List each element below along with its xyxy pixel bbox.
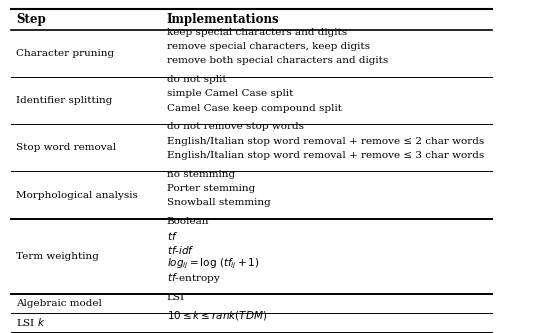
- Text: remove both special characters and digits: remove both special characters and digit…: [166, 56, 388, 65]
- Text: Camel Case keep compound split: Camel Case keep compound split: [166, 104, 341, 113]
- Text: $\mathit{tf}$: $\mathit{tf}$: [166, 229, 178, 241]
- Text: do not split: do not split: [166, 75, 226, 84]
- Text: remove special characters, keep digits: remove special characters, keep digits: [166, 42, 369, 51]
- Text: $log_{ij} = \log\,(tf_{ij}+1)$: $log_{ij} = \log\,(tf_{ij}+1)$: [166, 257, 259, 271]
- Text: LSI: LSI: [166, 293, 185, 302]
- Text: $\mathit{tf}$-entropy: $\mathit{tf}$-entropy: [166, 271, 220, 285]
- Text: no stemming: no stemming: [166, 169, 235, 178]
- Text: Stop word removal: Stop word removal: [16, 143, 117, 152]
- Text: English/Italian stop word removal + remove ≤ 3 char words: English/Italian stop word removal + remo…: [166, 151, 484, 160]
- Text: do not remove stop words: do not remove stop words: [166, 122, 303, 131]
- Text: simple Camel Case split: simple Camel Case split: [166, 89, 293, 98]
- Text: Snowball stemming: Snowball stemming: [166, 198, 270, 207]
- Text: English/Italian stop word removal + remove ≤ 2 char words: English/Italian stop word removal + remo…: [166, 137, 484, 146]
- Text: Identifier splitting: Identifier splitting: [16, 96, 113, 105]
- Text: Boolean: Boolean: [166, 217, 209, 226]
- Text: LSI $k$: LSI $k$: [16, 316, 46, 328]
- Text: Implementations: Implementations: [166, 13, 279, 26]
- Text: Term weighting: Term weighting: [16, 252, 99, 261]
- Text: Step: Step: [16, 13, 46, 26]
- Text: Algebraic model: Algebraic model: [16, 299, 102, 308]
- Text: Morphological analysis: Morphological analysis: [16, 190, 138, 199]
- Text: Porter stemming: Porter stemming: [166, 184, 255, 193]
- Text: $\mathit{tf}$-$\mathit{idf}$: $\mathit{tf}$-$\mathit{idf}$: [166, 244, 194, 256]
- Text: keep special characters and digits: keep special characters and digits: [166, 28, 347, 37]
- Text: $10 \leq k \leq \mathit{rank}(\mathit{TDM})$: $10 \leq k \leq \mathit{rank}(\mathit{TD…: [166, 309, 267, 322]
- Text: Character pruning: Character pruning: [16, 49, 114, 58]
